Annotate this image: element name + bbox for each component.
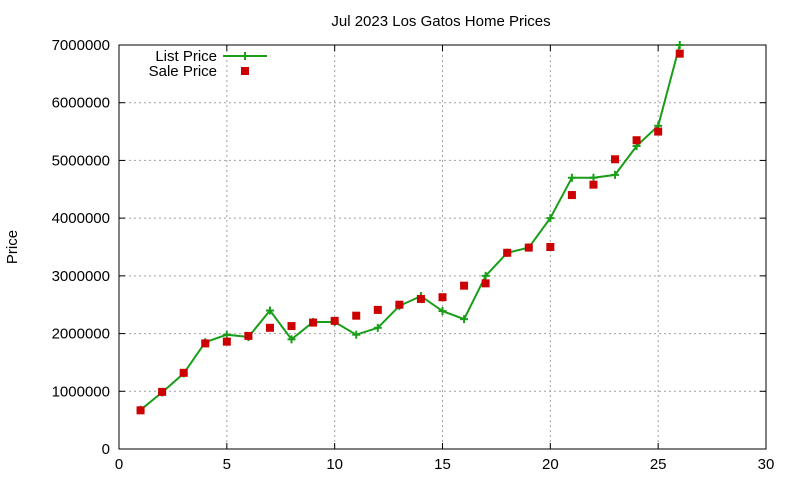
x-tick-label: 0 bbox=[115, 456, 123, 473]
sale-price-point bbox=[654, 127, 663, 136]
sale-price-point bbox=[524, 243, 533, 252]
sale-price-point bbox=[373, 305, 382, 314]
sale-price-point bbox=[675, 49, 684, 58]
y-tick-label: 6000000 bbox=[52, 95, 110, 112]
y-tick-label: 0 bbox=[102, 441, 110, 458]
list-price-point bbox=[265, 306, 274, 315]
legend-marker-sale-price bbox=[241, 67, 249, 75]
sale-price-point bbox=[460, 281, 469, 290]
sale-price-point bbox=[611, 155, 620, 164]
sale-price-point bbox=[201, 339, 210, 348]
y-tick-label: 1000000 bbox=[52, 383, 110, 400]
y-tick-label: 5000000 bbox=[52, 152, 110, 169]
y-axis-label: Price bbox=[4, 230, 21, 264]
sale-price-point bbox=[330, 316, 339, 325]
sale-price-point bbox=[481, 279, 490, 288]
list-price-point bbox=[287, 335, 296, 344]
sale-price-point bbox=[632, 136, 641, 145]
list-price-point bbox=[352, 330, 361, 339]
y-tick-label: 2000000 bbox=[52, 326, 110, 343]
list-price-point bbox=[481, 271, 490, 280]
sale-price-point bbox=[352, 311, 361, 320]
sale-price-point bbox=[395, 300, 404, 309]
list-price-point bbox=[373, 323, 382, 332]
sale-price-point bbox=[309, 318, 318, 327]
x-tick-label: 25 bbox=[650, 456, 667, 473]
sale-price-point bbox=[179, 368, 188, 377]
sale-price-point bbox=[567, 191, 576, 200]
y-tick-label: 4000000 bbox=[52, 210, 110, 227]
sale-price-point bbox=[546, 243, 555, 251]
list-price-line bbox=[139, 44, 681, 411]
list-price-point bbox=[460, 315, 469, 324]
list-price-point bbox=[222, 330, 231, 339]
plot-frame bbox=[118, 44, 767, 450]
sale-price-point bbox=[222, 337, 231, 346]
series-layer bbox=[136, 41, 684, 415]
sale-price-point bbox=[265, 323, 274, 332]
grid bbox=[119, 45, 766, 449]
list-price-point bbox=[546, 214, 555, 223]
x-tick-label: 30 bbox=[758, 456, 775, 473]
y-tick-label: 7000000 bbox=[52, 37, 110, 54]
x-tick-label: 5 bbox=[223, 456, 231, 473]
list-price-point bbox=[675, 41, 684, 49]
list-price-point bbox=[567, 173, 576, 182]
list-price-point bbox=[611, 170, 620, 179]
legend: List Price Sale Price bbox=[149, 48, 267, 80]
sale-price-point bbox=[287, 322, 296, 331]
sale-price-point bbox=[503, 248, 512, 257]
sale-price-point bbox=[589, 180, 598, 189]
sale-price-point bbox=[416, 294, 425, 303]
sale-price-point bbox=[136, 406, 145, 415]
legend-label-sale-price: Sale Price bbox=[149, 63, 217, 80]
legend-label-list-price: List Price bbox=[155, 48, 217, 65]
list-price-point bbox=[438, 307, 447, 316]
sale-price-point bbox=[158, 387, 167, 396]
x-tick-label: 20 bbox=[542, 456, 559, 473]
x-tick-label: 15 bbox=[434, 456, 451, 473]
tick-labels: 0 5 10 15 20 25 30 0 1000000 2000000 3000000 400000… bbox=[52, 37, 775, 473]
list-price-point bbox=[589, 173, 598, 182]
sale-price-point bbox=[438, 293, 447, 302]
legend-marker-list-price bbox=[241, 52, 249, 60]
chart-title: Jul 2023 Los Gatos Home Prices bbox=[331, 13, 550, 30]
x-tick-label: 10 bbox=[326, 456, 343, 473]
sale-price-point bbox=[244, 331, 253, 340]
y-tick-label: 3000000 bbox=[52, 268, 110, 285]
